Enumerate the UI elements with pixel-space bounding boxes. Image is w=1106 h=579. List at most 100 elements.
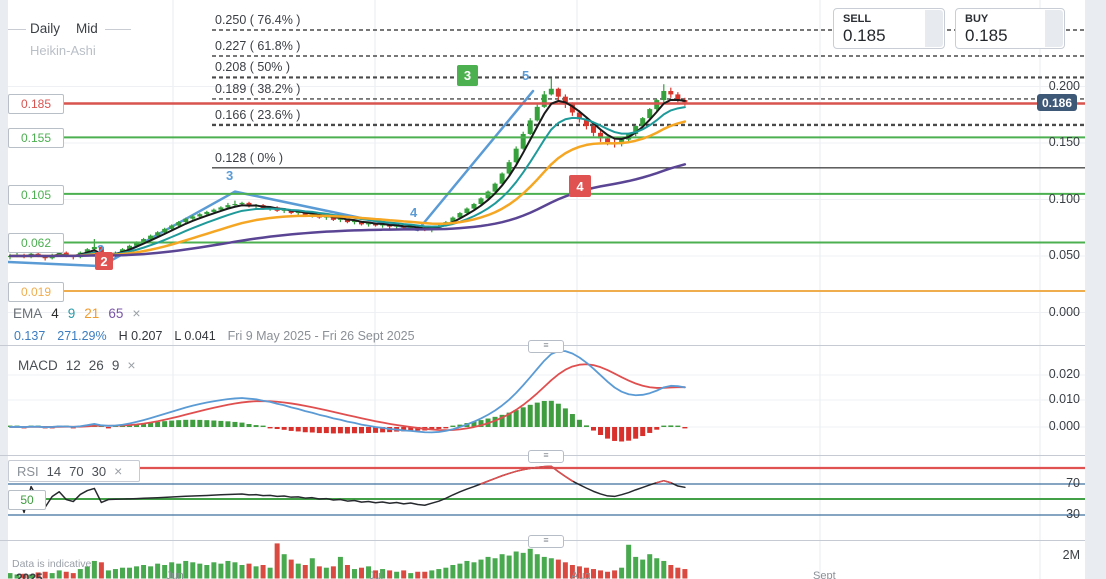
candle-body <box>366 223 372 225</box>
info-high: H 0.207 <box>118 329 163 343</box>
candle-body <box>176 222 182 226</box>
volume-bar <box>7 573 13 579</box>
candle-body <box>232 204 238 206</box>
macd-param-2: 26 <box>88 357 104 373</box>
pane-resize-handle[interactable]: ≡ <box>528 340 564 353</box>
wave-number-2[interactable]: 2 <box>97 242 105 257</box>
macd-histogram-bar <box>647 427 653 433</box>
ema-name: EMA <box>13 305 43 321</box>
macd-histogram-bar <box>190 419 196 427</box>
signal-badge-3[interactable]: 3 <box>457 65 478 86</box>
macd-histogram-bar <box>429 427 435 430</box>
last-price-badge: 0.186 <box>1037 94 1077 111</box>
price-mode-label[interactable]: Mid <box>76 21 98 36</box>
volume-bar <box>253 566 259 579</box>
x-axis-month: Aug <box>571 570 591 579</box>
fib-label-1[interactable]: 0.227 ( 61.8% ) <box>215 38 301 53</box>
volume-bar <box>267 567 273 579</box>
candle-body <box>155 232 161 236</box>
candle-body <box>506 162 512 174</box>
ema-indicator-row[interactable]: EMA 4 9 21 65 × <box>13 305 141 321</box>
volume-bar <box>239 565 245 579</box>
volume-bar <box>401 570 407 579</box>
volume-bar <box>134 566 140 579</box>
macd-histogram-bar <box>548 400 554 427</box>
fib-label-0[interactable]: 0.250 ( 76.4% ) <box>215 13 301 27</box>
candle-body <box>555 88 561 97</box>
macd-histogram-bar <box>330 427 336 434</box>
macd-histogram-bar <box>274 427 280 430</box>
candle-body <box>640 118 646 127</box>
volume-note: Data is indicative <box>12 558 92 570</box>
candle-body <box>190 216 196 219</box>
volume-bar <box>112 569 118 579</box>
volume-bar <box>422 571 428 579</box>
wave-number-3[interactable]: 3 <box>226 168 234 183</box>
volume-bar <box>197 563 203 579</box>
fib-label-3[interactable]: 0.189 ( 38.2% ) <box>215 81 301 96</box>
macd-param-1: 12 <box>65 357 81 373</box>
candle-body <box>295 211 301 214</box>
y-axis-label: 0.050 <box>1048 248 1080 262</box>
volume-bar <box>190 562 196 579</box>
signal-badge-2[interactable]: 2 <box>95 252 113 270</box>
volume-bar <box>415 571 421 579</box>
macd-histogram-bar <box>366 427 372 433</box>
volume-bar <box>274 543 280 579</box>
price-level-label[interactable]: 0.062 <box>8 233 64 254</box>
fib-label-4[interactable]: 0.166 ( 23.6% ) <box>215 107 301 122</box>
ema-close-icon[interactable]: × <box>132 305 141 321</box>
signal-badge-4[interactable]: 4 <box>569 175 591 197</box>
candle-body <box>183 218 189 223</box>
ema-period-2: 9 <box>67 305 76 321</box>
sell-label: SELL <box>843 13 872 25</box>
volume-bar <box>77 569 83 579</box>
ema-period-3: 21 <box>84 305 100 321</box>
buy-button[interactable]: BUY 0.185 <box>955 8 1065 49</box>
sell-button[interactable]: SELL 0.185 <box>833 8 945 49</box>
timeframe-label[interactable]: Daily <box>30 21 61 36</box>
macd-histogram-bar <box>176 420 182 427</box>
wave-number-4[interactable]: 4 <box>410 205 418 220</box>
candle-body <box>197 214 203 217</box>
macd-histogram-bar <box>668 425 674 427</box>
volume-bar <box>633 556 639 579</box>
wave-number-5[interactable]: 5 <box>522 68 530 83</box>
price-level-label[interactable]: 0.019 <box>8 282 64 303</box>
volume-bar <box>598 570 604 579</box>
x-axis-month: Jun <box>166 570 184 579</box>
pane-resize-handle[interactable]: ≡ <box>528 535 564 548</box>
y-axis-label: 0.200 <box>1048 78 1080 93</box>
rsi-indicator-row[interactable]: RSI 14 70 30 × <box>8 460 140 482</box>
price-level-label[interactable]: 0.105 <box>8 184 64 205</box>
volume-bar <box>562 562 568 579</box>
fib-label-2[interactable]: 0.208 ( 50% ) <box>215 60 291 75</box>
macd-histogram-bar <box>344 427 350 434</box>
volume-bar <box>619 567 625 579</box>
volume-bar <box>485 556 491 579</box>
macd-close-icon[interactable]: × <box>127 357 136 373</box>
rsi-param-1: 14 <box>46 463 62 479</box>
buy-button-side <box>1045 10 1063 47</box>
volume-bar <box>654 558 660 579</box>
fib-label-5[interactable]: 0.128 ( 0% ) <box>215 150 284 165</box>
volume-bar <box>21 573 27 579</box>
candle-body <box>127 245 133 250</box>
macd-signal-line <box>9 363 686 432</box>
macd-histogram-bar <box>169 420 175 427</box>
rsi-mid-level-label[interactable]: 50 <box>8 490 46 510</box>
macd-indicator-row[interactable]: MACD 12 26 9 × <box>18 357 136 373</box>
price-level-label[interactable]: 0.155 <box>8 128 64 149</box>
candle-body <box>471 204 477 209</box>
info-value: 0.137 <box>14 329 46 343</box>
candle-body <box>351 220 357 223</box>
candle-body <box>527 120 533 134</box>
rsi-close-icon[interactable]: × <box>114 463 123 479</box>
info-change: 271.29% <box>57 329 107 343</box>
candle-body <box>450 217 456 223</box>
candle-body <box>119 249 125 253</box>
price-level-label[interactable]: 0.185 <box>8 94 64 115</box>
pane-resize-handle[interactable]: ≡ <box>528 450 564 463</box>
macd-histogram-bar <box>534 402 540 427</box>
